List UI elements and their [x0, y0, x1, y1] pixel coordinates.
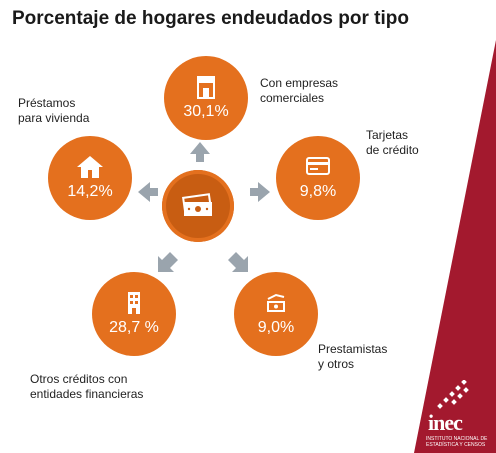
node-prestamistas: 9,0% — [234, 272, 318, 356]
house-icon — [77, 156, 103, 178]
label-financieras: Otros créditos con entidades financieras — [30, 372, 144, 401]
arrow-up-icon — [190, 142, 210, 162]
logo-subtitle-2: ESTADÍSTICA Y CENSOS — [426, 442, 486, 448]
arrow-down-right-icon — [228, 252, 248, 272]
center-node — [162, 170, 234, 242]
banknote-icon — [182, 193, 212, 216]
node-tarjetas: 9,8% — [276, 136, 360, 220]
logo-subtitle-1: INSTITUTO NACIONAL DE — [426, 436, 488, 442]
store-icon — [197, 76, 215, 99]
building-icon — [128, 292, 140, 314]
value-empresas: 30,1% — [183, 103, 229, 120]
arrow-right-icon — [250, 182, 270, 202]
page-title: Porcentaje de hogares endeudados por tip… — [12, 8, 409, 29]
hand-money-icon — [267, 293, 285, 312]
label-tarjetas: Tarjetas de crédito — [366, 128, 419, 157]
label-empresas: Con empresas comerciales — [260, 76, 339, 105]
label-prestamistas: Prestamistas y otros — [318, 342, 388, 371]
arrow-left-icon — [138, 182, 158, 202]
logo-name: inec — [428, 410, 463, 435]
inec-logo: inec INSTITUTO NACIONAL DE ESTADÍSTICA Y… — [420, 380, 496, 453]
arrow-down-left-icon — [158, 252, 178, 272]
node-empresas: 30,1% — [164, 56, 248, 140]
logo-mark-icon — [437, 380, 469, 409]
value-vivienda: 14,2% — [67, 183, 113, 200]
label-vivienda: Préstamos para vivienda — [18, 96, 90, 125]
node-vivienda: 14,2% — [48, 136, 132, 220]
value-financieras: 28,7 % — [109, 319, 159, 336]
node-financieras: 28,7 % — [92, 272, 176, 356]
credit-card-icon — [306, 157, 330, 175]
value-prestamistas: 9,0% — [257, 319, 295, 336]
brand-corner-band — [414, 40, 496, 453]
value-tarjetas: 9,8% — [299, 183, 337, 200]
